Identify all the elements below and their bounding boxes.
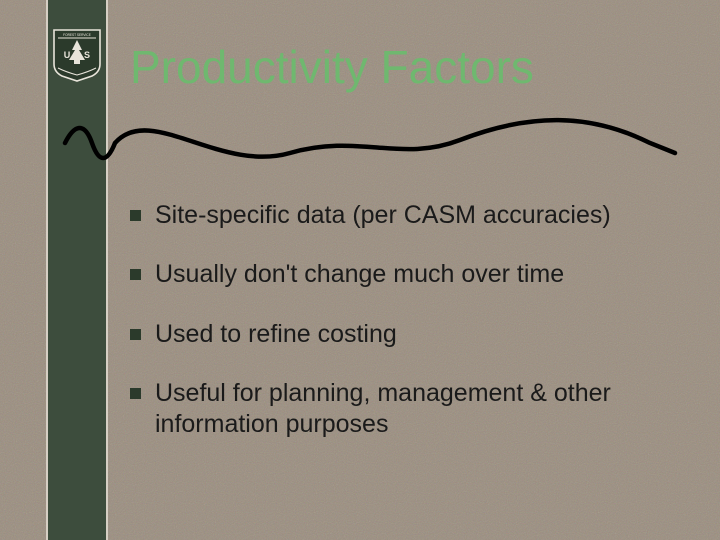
bullet-text: Useful for planning, management & other …	[155, 378, 690, 441]
svg-text:S: S	[84, 50, 90, 60]
bullet-text: Used to refine costing	[155, 319, 397, 350]
svg-text:U: U	[64, 50, 71, 60]
bullet-item: Useful for planning, management & other …	[130, 378, 690, 441]
bullet-list: Site-specific data (per CASM accuracies)…	[130, 200, 690, 468]
bullet-text: Site-specific data (per CASM accuracies)	[155, 200, 611, 231]
bullet-marker-icon	[130, 327, 141, 338]
bullet-marker-icon	[130, 208, 141, 219]
bullet-item: Site-specific data (per CASM accuracies)	[130, 200, 690, 231]
forest-service-logo: FOREST SERVICE U S	[52, 28, 102, 82]
bullet-text: Usually don't change much over time	[155, 259, 564, 290]
logo-top-text: FOREST SERVICE	[63, 33, 91, 37]
bullet-item: Usually don't change much over time	[130, 259, 690, 290]
decorative-squiggle	[60, 108, 680, 178]
slide-title: Productivity Factors	[130, 40, 534, 94]
bullet-marker-icon	[130, 386, 141, 397]
bullet-item: Used to refine costing	[130, 319, 690, 350]
bullet-marker-icon	[130, 267, 141, 278]
